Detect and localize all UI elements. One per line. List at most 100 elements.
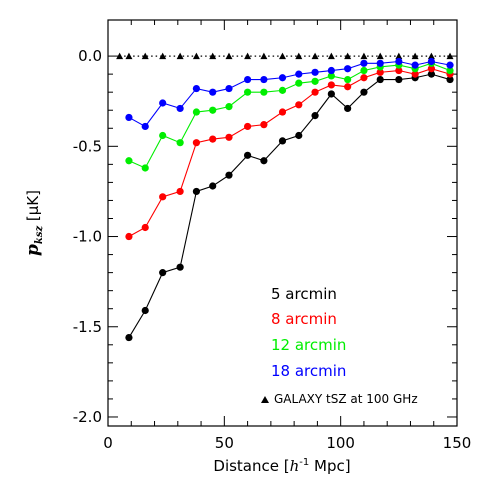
data-point [295, 70, 303, 78]
data-point [295, 79, 303, 87]
data-point [311, 88, 319, 96]
reference-triangle-marker [225, 52, 233, 60]
reference-triangle-marker [295, 52, 303, 60]
data-point [209, 88, 217, 96]
reference-triangle-marker [395, 52, 403, 60]
data-point [159, 193, 167, 201]
reference-triangle-marker [192, 52, 200, 60]
data-point [327, 72, 335, 80]
data-point [295, 101, 303, 109]
data-point [192, 108, 201, 116]
x-axis-title-post: Mpc] [309, 457, 350, 475]
data-point [244, 88, 252, 96]
reference-triangle-marker [427, 52, 435, 60]
reference-triangle-marker [279, 52, 286, 60]
reference-triangle-marker [446, 52, 454, 60]
data-point [360, 59, 368, 67]
data-point [327, 90, 335, 98]
data-point [209, 106, 217, 114]
data-point [295, 131, 303, 140]
series-line [128, 68, 451, 238]
data-point [125, 333, 133, 342]
data-point [225, 133, 233, 141]
x-tick-label: 0 [103, 434, 113, 452]
reference-triangle-marker [125, 52, 133, 60]
legend-triangle-marker [261, 396, 269, 403]
data-point [260, 88, 268, 96]
data-point [141, 306, 149, 315]
data-point [125, 232, 133, 241]
reference-triangle-marker [244, 52, 252, 60]
data-point [244, 122, 252, 131]
data-point [360, 66, 368, 75]
data-point [427, 70, 436, 78]
data-point [260, 75, 268, 84]
data-point [176, 263, 184, 271]
data-point [311, 77, 319, 85]
data-point [225, 84, 233, 93]
data-point [141, 164, 149, 172]
x-axis-title-pre: Distance [ [213, 457, 289, 475]
reference-triangle-marker [376, 52, 384, 60]
x-axis-title: Distance [h-1 Mpc] [213, 457, 350, 475]
data-point [344, 83, 352, 91]
y-axis-title-italic: p [23, 244, 43, 256]
reference-triangle-marker [311, 52, 319, 60]
reference-triangle-marker [260, 52, 268, 60]
x-tick-label: 150 [443, 434, 472, 452]
reference-triangle-marker [344, 52, 352, 60]
reference-triangle-marker [116, 52, 124, 60]
data-point [446, 66, 454, 75]
data-point [395, 75, 403, 84]
data-point [311, 112, 319, 120]
data-point [411, 61, 419, 69]
data-point [176, 104, 184, 113]
reference-triangle-marker [176, 52, 184, 60]
reference-series [116, 52, 454, 60]
data-point [260, 121, 268, 129]
data-point [159, 269, 167, 277]
legend-label-series-3: 18 arcmin [271, 362, 346, 380]
y-tick-label: -1.0 [73, 228, 102, 246]
data-point [225, 103, 233, 111]
data-point [427, 57, 436, 66]
data-point [427, 65, 436, 73]
reference-triangle-marker [327, 52, 335, 60]
data-point [278, 74, 287, 82]
data-point [278, 137, 287, 145]
data-point [446, 61, 454, 69]
data-point [159, 131, 167, 140]
legend-label-series-1: 8 arcmin [271, 310, 337, 328]
data-series [125, 57, 454, 342]
y-axis-title: pksz [μK] [23, 190, 45, 256]
x-axis-title-sup: -1 [299, 457, 309, 468]
data-point [360, 88, 368, 96]
data-point [244, 151, 252, 159]
reference-triangle-marker [209, 52, 217, 60]
series-0 [125, 70, 454, 342]
data-point [327, 66, 335, 75]
data-point [192, 84, 201, 93]
reference-triangle-marker [159, 52, 167, 60]
reference-triangle-marker [141, 52, 149, 60]
x-tick-label: 100 [326, 434, 355, 452]
axis-ticks: 0 50 100 150 0.0 -0.5 -1.0 -1.5 -2.0 [73, 20, 472, 452]
reference-triangle-marker [411, 52, 419, 60]
data-point [209, 182, 217, 190]
data-point [376, 68, 384, 76]
reference-triangle-marker [360, 52, 368, 60]
data-point [125, 157, 133, 165]
y-axis-title-post: [μK] [24, 190, 42, 226]
y-tick-label: -0.5 [73, 137, 102, 155]
data-point [311, 68, 319, 76]
data-point [411, 70, 419, 78]
legend-label-series-2: 12 arcmin [271, 336, 346, 354]
data-point [278, 86, 287, 94]
data-point [141, 122, 149, 131]
y-tick-label: -2.0 [73, 408, 102, 426]
series-3 [125, 57, 454, 131]
series-1 [125, 65, 454, 241]
data-point [225, 171, 233, 179]
data-point [244, 75, 252, 84]
